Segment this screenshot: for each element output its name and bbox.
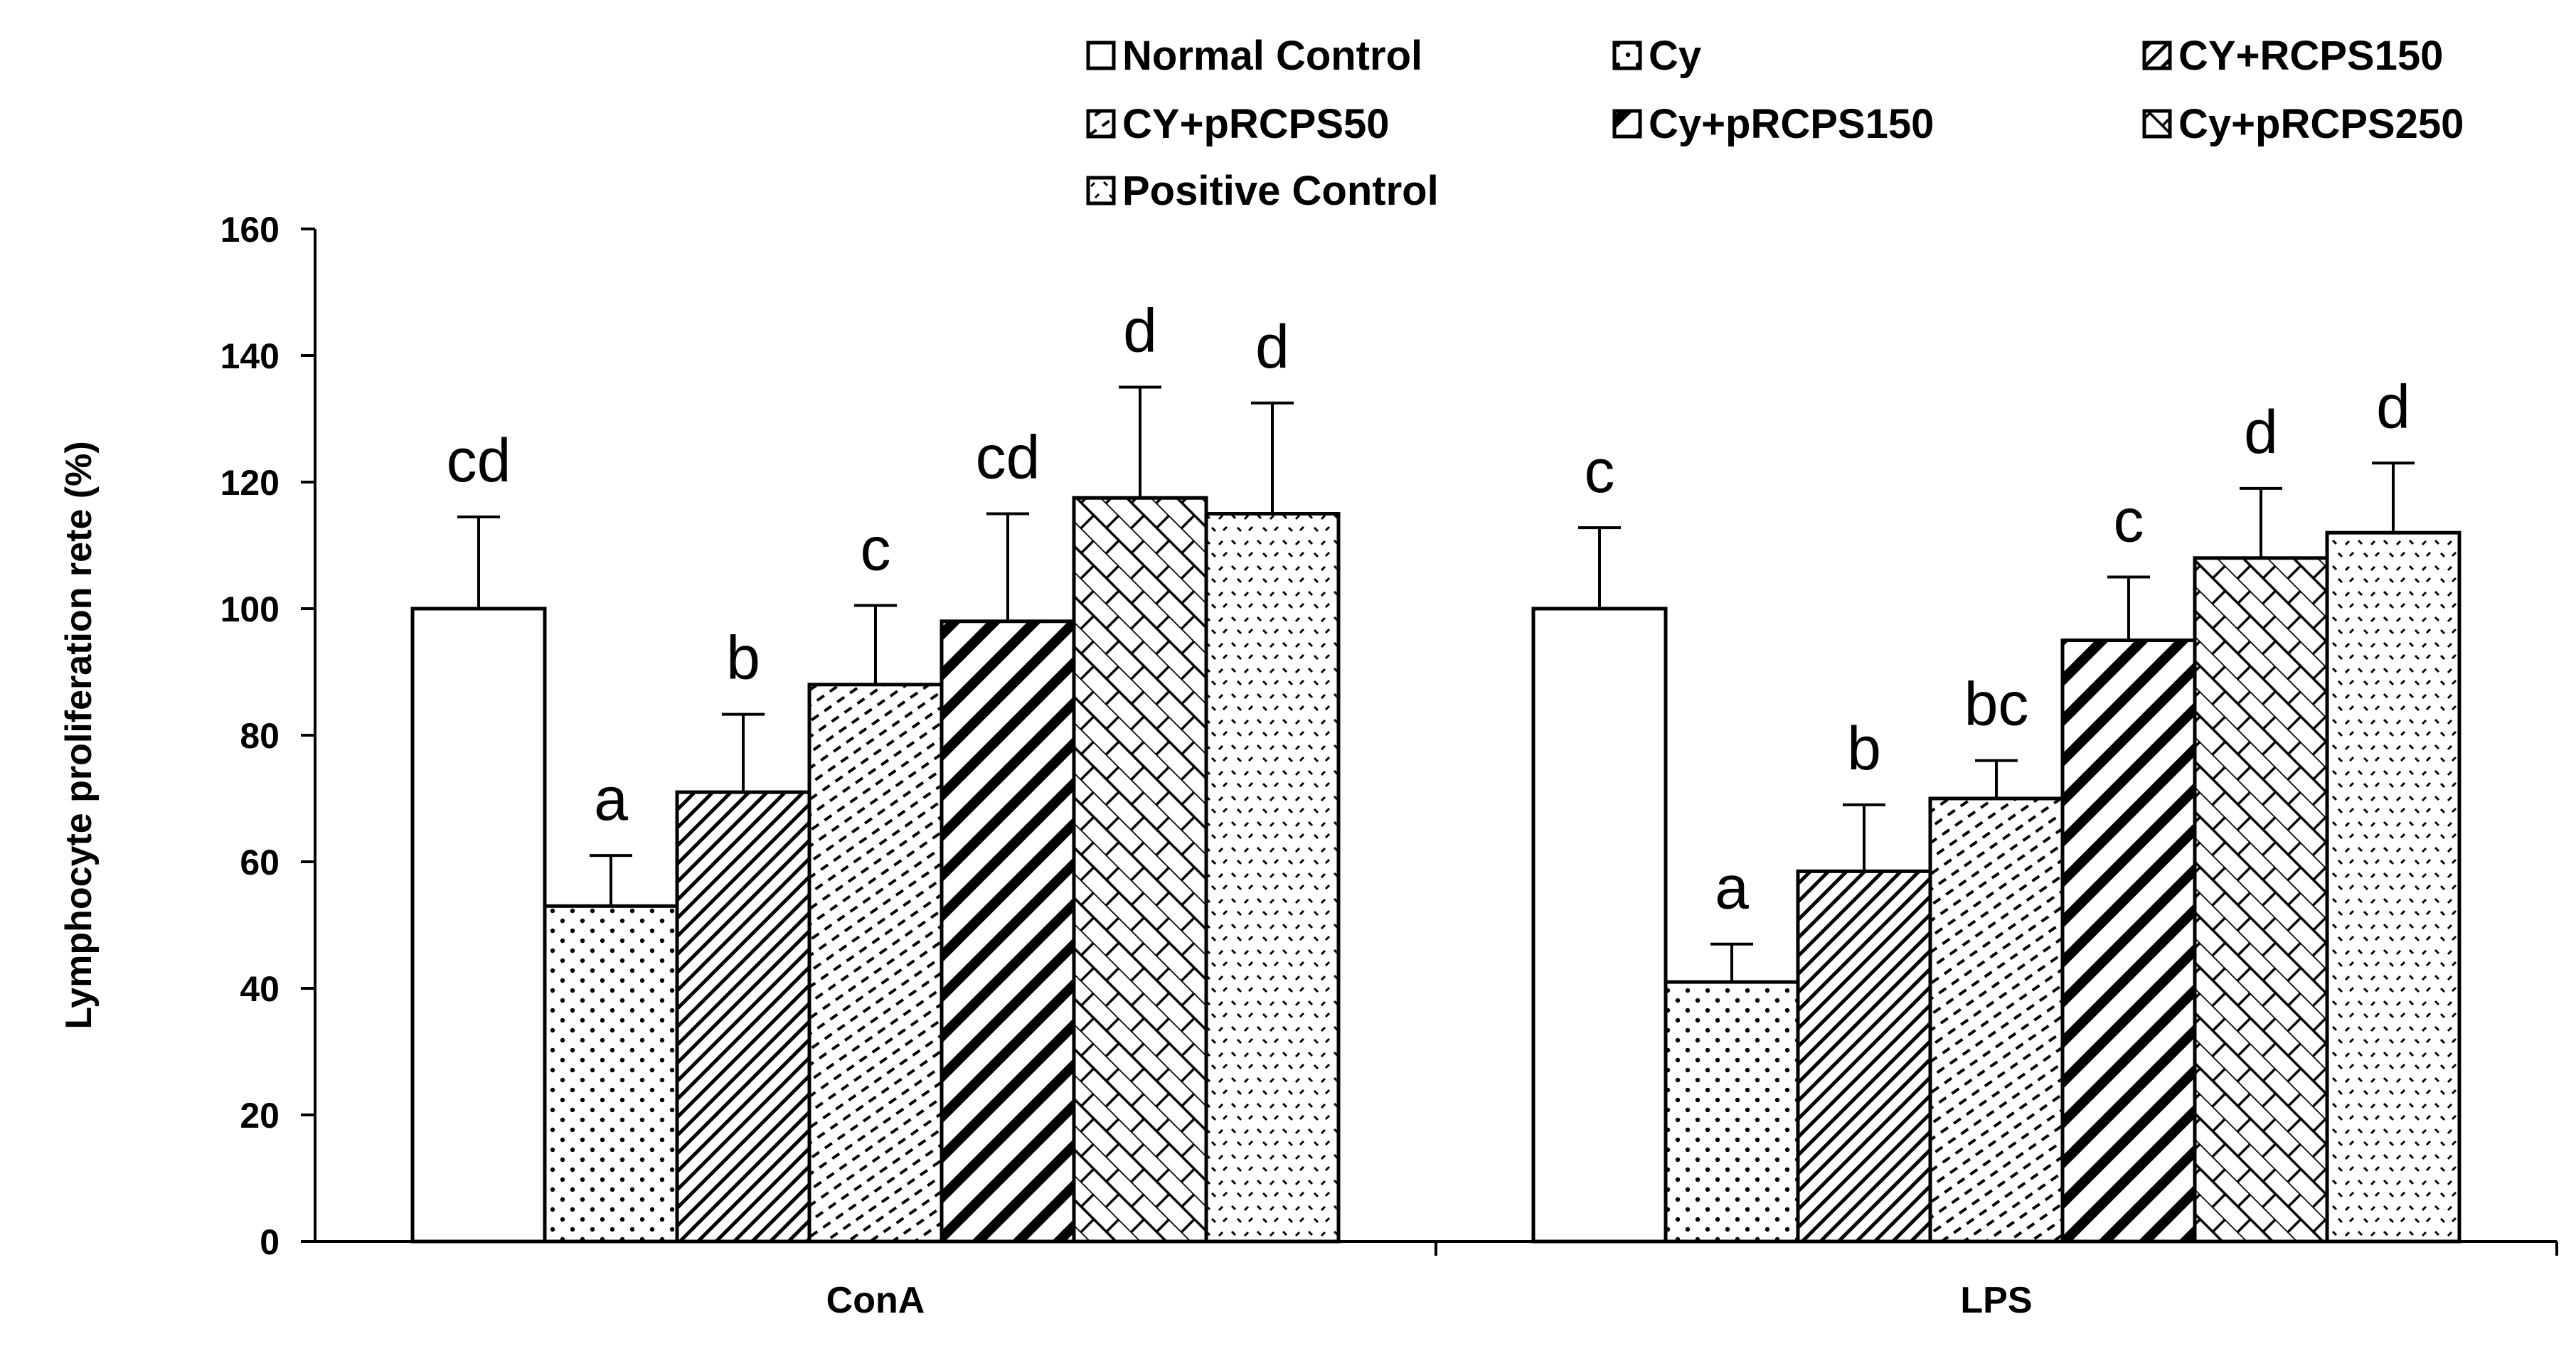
legend-label: Cy+pRCPS250 — [2178, 101, 2464, 147]
y-tick-label: 20 — [240, 1096, 280, 1136]
bar — [2193, 556, 2329, 1244]
significance-label: c — [861, 516, 891, 584]
y-tick-label: 100 — [220, 589, 280, 629]
bar — [1796, 869, 1932, 1244]
legend-label: CY+pRCPS50 — [1122, 101, 1390, 147]
legend-swatch — [1086, 41, 1116, 70]
legend-item: Cy+pRCPS250 — [2142, 101, 2464, 147]
bar — [543, 904, 679, 1244]
y-axis-title: Lymphocyte proliferation rete (%) — [58, 441, 100, 1029]
significance-label: a — [594, 765, 628, 833]
legend-item: Cy+pRCPS150 — [1612, 101, 1934, 147]
bar — [1072, 496, 1208, 1244]
significance-label: d — [1255, 313, 1289, 381]
legend-item: Positive Control — [1086, 168, 1439, 214]
legend-item: Normal Control — [1086, 33, 1422, 79]
significance-label: a — [1715, 854, 1749, 922]
legend-swatch — [1086, 109, 1116, 139]
legend: Normal Control Cy CY+RCPS150 CY+pRCPS50 Cy+p… — [1086, 33, 2464, 214]
significance-label: bc — [1964, 671, 2029, 739]
significance-label: d — [2376, 373, 2410, 441]
bar — [2060, 639, 2197, 1244]
bar — [940, 619, 1076, 1244]
significance-label: cd — [976, 424, 1040, 492]
legend-label: Positive Control — [1122, 168, 1439, 214]
significance-label: c — [1585, 437, 1615, 506]
legend-item: CY+pRCPS50 — [1086, 101, 1390, 147]
y-tick-label: 140 — [220, 336, 280, 376]
bar — [410, 607, 547, 1244]
legend-label: Cy — [1649, 33, 1701, 79]
y-tick-label: 80 — [240, 716, 280, 756]
y-tick-label: 120 — [220, 463, 280, 503]
significance-label: d — [1123, 297, 1157, 365]
bar — [675, 790, 811, 1244]
legend-swatch — [1612, 41, 1642, 70]
significance-label: c — [2114, 487, 2144, 555]
y-tick-label: 0 — [260, 1222, 280, 1262]
x-category-label: LPS — [1960, 1280, 2032, 1321]
significance-label: d — [2244, 398, 2278, 466]
legend-swatch — [2142, 41, 2172, 70]
legend-label: CY+RCPS150 — [2178, 33, 2443, 79]
legend-item: CY+RCPS150 — [2142, 33, 2443, 79]
bar — [1531, 607, 1668, 1244]
axes: 0 20 40 60 80 100 120 140 160 Lymphocyte prolifer… — [58, 210, 2558, 1321]
bar — [1928, 796, 2065, 1244]
y-tick-label: 160 — [220, 210, 280, 250]
bar — [2325, 530, 2461, 1244]
y-tick-label: 40 — [240, 969, 280, 1009]
legend-label: Normal Control — [1122, 33, 1422, 79]
bar — [807, 683, 944, 1244]
legend-label: Cy+pRCPS150 — [1649, 101, 1934, 147]
legend-swatch — [2142, 109, 2172, 139]
bar — [1204, 512, 1341, 1244]
x-category-label: ConA — [826, 1280, 925, 1321]
legend-item: Cy — [1612, 33, 1701, 79]
y-tick-label: 60 — [240, 843, 280, 882]
significance-label: b — [1847, 715, 1881, 783]
significance-label: cd — [447, 427, 511, 495]
significance-label: b — [726, 624, 760, 693]
legend-swatch — [1086, 176, 1116, 205]
bar — [1664, 980, 1800, 1244]
legend-swatch — [1612, 109, 1642, 139]
